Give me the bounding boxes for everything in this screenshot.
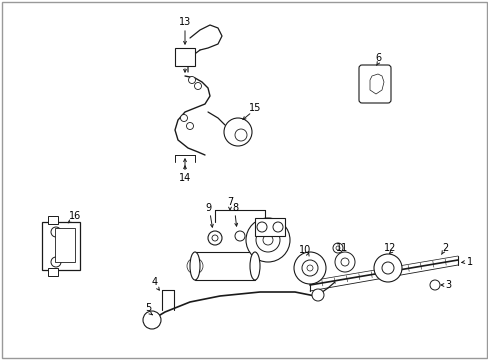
Circle shape xyxy=(272,222,283,232)
Circle shape xyxy=(293,252,325,284)
Bar xyxy=(254,218,285,236)
Text: 4: 4 xyxy=(152,277,158,287)
Bar xyxy=(55,228,75,262)
Circle shape xyxy=(256,228,280,252)
Text: 10: 10 xyxy=(298,245,310,255)
Circle shape xyxy=(429,280,439,290)
Circle shape xyxy=(186,258,203,274)
Text: 11: 11 xyxy=(335,243,347,253)
Bar xyxy=(48,268,58,276)
Text: 2: 2 xyxy=(441,243,447,253)
Text: 15: 15 xyxy=(248,103,261,113)
Circle shape xyxy=(188,77,195,84)
Polygon shape xyxy=(369,74,383,94)
Circle shape xyxy=(224,118,251,146)
Text: 8: 8 xyxy=(231,203,238,213)
Text: 9: 9 xyxy=(204,203,211,213)
Text: 16: 16 xyxy=(69,211,81,221)
Circle shape xyxy=(335,246,339,250)
Circle shape xyxy=(186,122,193,130)
Ellipse shape xyxy=(249,252,260,280)
Circle shape xyxy=(332,243,342,253)
Text: 13: 13 xyxy=(179,17,191,27)
Circle shape xyxy=(373,254,401,282)
Text: 6: 6 xyxy=(374,53,380,63)
Circle shape xyxy=(191,262,199,270)
Circle shape xyxy=(235,231,244,241)
Bar xyxy=(48,216,58,224)
Circle shape xyxy=(381,262,393,274)
Text: 5: 5 xyxy=(144,303,151,313)
Bar xyxy=(195,252,254,280)
Circle shape xyxy=(180,114,187,122)
Bar xyxy=(175,48,195,66)
Circle shape xyxy=(257,222,266,232)
Circle shape xyxy=(245,218,289,262)
Circle shape xyxy=(235,129,246,141)
Text: 3: 3 xyxy=(444,280,450,290)
Circle shape xyxy=(207,231,222,245)
Text: 12: 12 xyxy=(383,243,395,253)
Circle shape xyxy=(302,260,317,276)
Text: 1: 1 xyxy=(466,257,472,267)
FancyBboxPatch shape xyxy=(358,65,390,103)
Circle shape xyxy=(263,235,272,245)
Text: 7: 7 xyxy=(226,197,233,207)
Circle shape xyxy=(340,258,348,266)
Circle shape xyxy=(51,257,61,267)
Circle shape xyxy=(334,252,354,272)
Circle shape xyxy=(142,311,161,329)
Ellipse shape xyxy=(190,252,200,280)
Circle shape xyxy=(311,289,324,301)
Text: 14: 14 xyxy=(179,173,191,183)
Circle shape xyxy=(51,227,61,237)
Circle shape xyxy=(194,82,201,90)
Circle shape xyxy=(306,265,312,271)
Bar xyxy=(42,222,80,270)
Circle shape xyxy=(212,235,218,241)
